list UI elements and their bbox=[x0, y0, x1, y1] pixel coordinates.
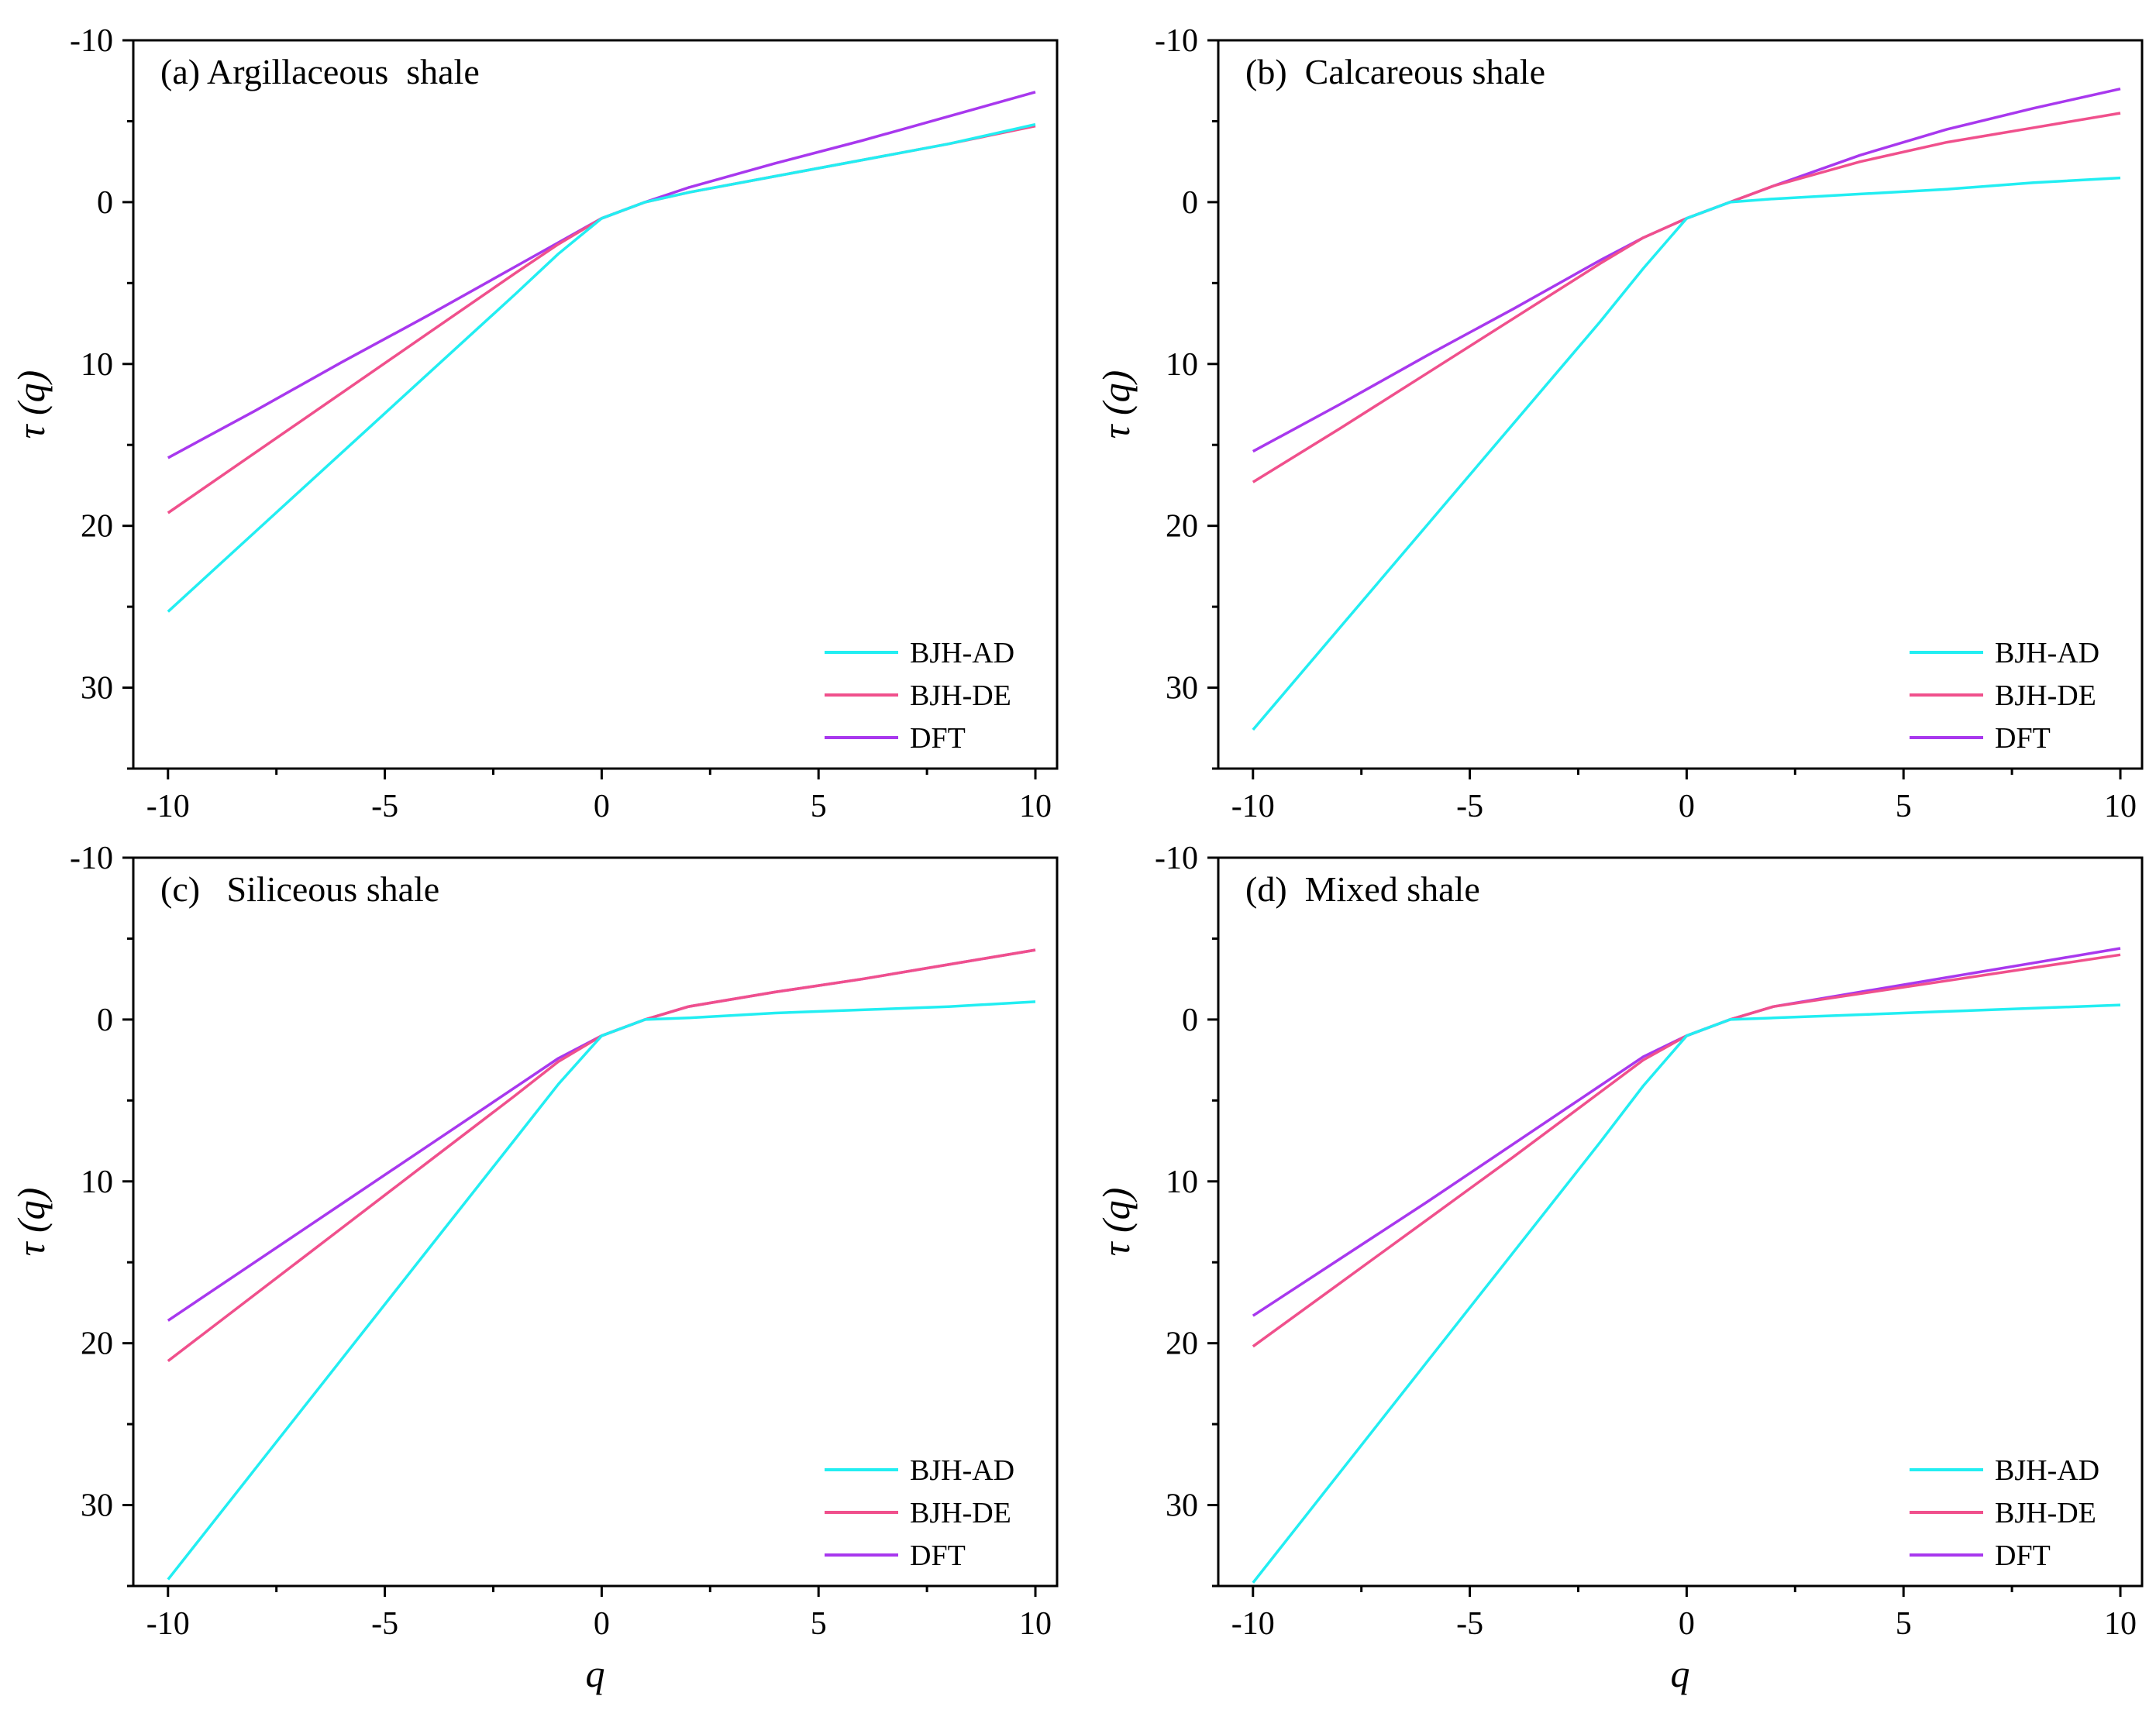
series-line-bjh-ad bbox=[167, 1000, 1036, 1581]
y-axis-label: τ (q) bbox=[1094, 370, 1138, 439]
y-tick-label: 10 bbox=[1166, 1165, 1198, 1200]
legend-label: DFT bbox=[1995, 1540, 2051, 1572]
x-tick-label: 5 bbox=[1896, 789, 1912, 824]
series-line-bjh-de bbox=[1252, 953, 2121, 1348]
series-line-dft bbox=[167, 91, 1036, 459]
series-line-bjh-de bbox=[167, 948, 1036, 1362]
y-tick-label: 20 bbox=[81, 1326, 113, 1362]
series-line-dft bbox=[1252, 87, 2121, 453]
legend-label: BJH-AD bbox=[1995, 637, 2099, 669]
series-line-bjh-ad bbox=[167, 122, 1036, 613]
legend-label: BJH-AD bbox=[910, 1454, 1014, 1487]
y-tick-label: 0 bbox=[97, 185, 113, 221]
x-tick-label: -10 bbox=[146, 1606, 190, 1642]
y-tick-label: 0 bbox=[97, 1003, 113, 1038]
x-tick-label: 10 bbox=[2104, 789, 2137, 824]
x-tick-label: 5 bbox=[811, 789, 827, 824]
x-tick-label: 0 bbox=[594, 789, 610, 824]
y-tick-label: -10 bbox=[1155, 23, 1198, 59]
x-tick-label: -5 bbox=[1456, 1606, 1483, 1642]
series-line-dft bbox=[167, 948, 1036, 1322]
y-tick-label: 20 bbox=[81, 509, 113, 545]
legend-label: BJH-DE bbox=[1995, 1497, 2096, 1529]
y-axis-label: τ (q) bbox=[9, 370, 53, 439]
panel-title: (a) Argillaceous shale bbox=[160, 52, 480, 91]
legend-label: DFT bbox=[910, 1540, 966, 1572]
y-axis-label: τ (q) bbox=[9, 1188, 53, 1257]
chart-panel-2: -10 -5 0 5 10 -10 0 10 20 30 (c) Siliceous shale τ … bbox=[9, 841, 1059, 1695]
y-tick-label: 30 bbox=[81, 1488, 113, 1524]
panel-title: (c) Siliceous shale bbox=[160, 869, 439, 909]
x-tick-label: 10 bbox=[1019, 1606, 1052, 1642]
x-tick-label: 5 bbox=[811, 1606, 827, 1642]
x-tick-label: -10 bbox=[146, 789, 190, 824]
panel-title: (b) Calcareous shale bbox=[1245, 52, 1545, 91]
legend-label: DFT bbox=[910, 722, 966, 755]
x-tick-label: -5 bbox=[1456, 789, 1483, 824]
x-tick-label: 0 bbox=[1679, 1606, 1695, 1642]
panel-title: (d) Mixed shale bbox=[1245, 869, 1480, 909]
series-line-dft bbox=[1252, 947, 2121, 1317]
x-tick-label: 5 bbox=[1896, 1606, 1912, 1642]
x-axis-label: q bbox=[586, 1652, 605, 1695]
series-line-bjh-de bbox=[1252, 112, 2121, 483]
plot-frame bbox=[1217, 856, 2144, 1588]
y-tick-label: -10 bbox=[70, 841, 113, 876]
x-axis-label: q bbox=[1671, 1652, 1690, 1695]
y-tick-label: 30 bbox=[1166, 1488, 1198, 1524]
x-tick-label: 10 bbox=[2104, 1606, 2137, 1642]
y-axis-label: τ (q) bbox=[1094, 1188, 1138, 1257]
legend-label: BJH-DE bbox=[1995, 679, 2096, 712]
legend-label: BJH-AD bbox=[1995, 1454, 2099, 1487]
x-tick-label: 0 bbox=[594, 1606, 610, 1642]
y-tick-label: 30 bbox=[81, 671, 113, 707]
legend-label: BJH-DE bbox=[910, 1497, 1011, 1529]
y-tick-label: -10 bbox=[1155, 841, 1198, 876]
legend-label: BJH-DE bbox=[910, 679, 1011, 712]
series-line-bjh-de bbox=[167, 124, 1036, 514]
y-tick-label: 20 bbox=[1166, 1326, 1198, 1362]
x-tick-label: -5 bbox=[371, 1606, 398, 1642]
y-tick-label: 0 bbox=[1182, 185, 1198, 221]
x-tick-label: -10 bbox=[1231, 1606, 1275, 1642]
chart-panel-3: -10 -5 0 5 10 -10 0 10 20 30 (d) Mixed shale τ (q) q… bbox=[1094, 841, 2144, 1695]
plot-frame bbox=[1217, 39, 2144, 770]
y-tick-label: 30 bbox=[1166, 671, 1198, 707]
y-tick-label: 10 bbox=[81, 1165, 113, 1200]
series-line-bjh-ad bbox=[1252, 1003, 2121, 1584]
y-tick-label: 20 bbox=[1166, 509, 1198, 545]
chart-panel-1: -10 -5 0 5 10 -10 0 10 20 30 (b) Calcareous shale τ… bbox=[1094, 23, 2144, 824]
legend-label: DFT bbox=[1995, 722, 2051, 755]
y-tick-label: 10 bbox=[81, 347, 113, 383]
x-tick-label: -5 bbox=[371, 789, 398, 824]
plot-frame bbox=[132, 856, 1059, 1588]
y-tick-label: 10 bbox=[1166, 347, 1198, 383]
legend-label: BJH-AD bbox=[910, 637, 1014, 669]
x-tick-label: 0 bbox=[1679, 789, 1695, 824]
x-tick-label: -10 bbox=[1231, 789, 1275, 824]
y-tick-label: -10 bbox=[70, 23, 113, 59]
chart-panel-0: -10 -5 0 5 10 -10 0 10 20 30 (a) Argillaceous shal… bbox=[9, 23, 1059, 824]
y-tick-label: 0 bbox=[1182, 1003, 1198, 1038]
series-line-bjh-ad bbox=[1252, 176, 2121, 731]
plot-frame bbox=[132, 39, 1059, 770]
x-tick-label: 10 bbox=[1019, 789, 1052, 824]
